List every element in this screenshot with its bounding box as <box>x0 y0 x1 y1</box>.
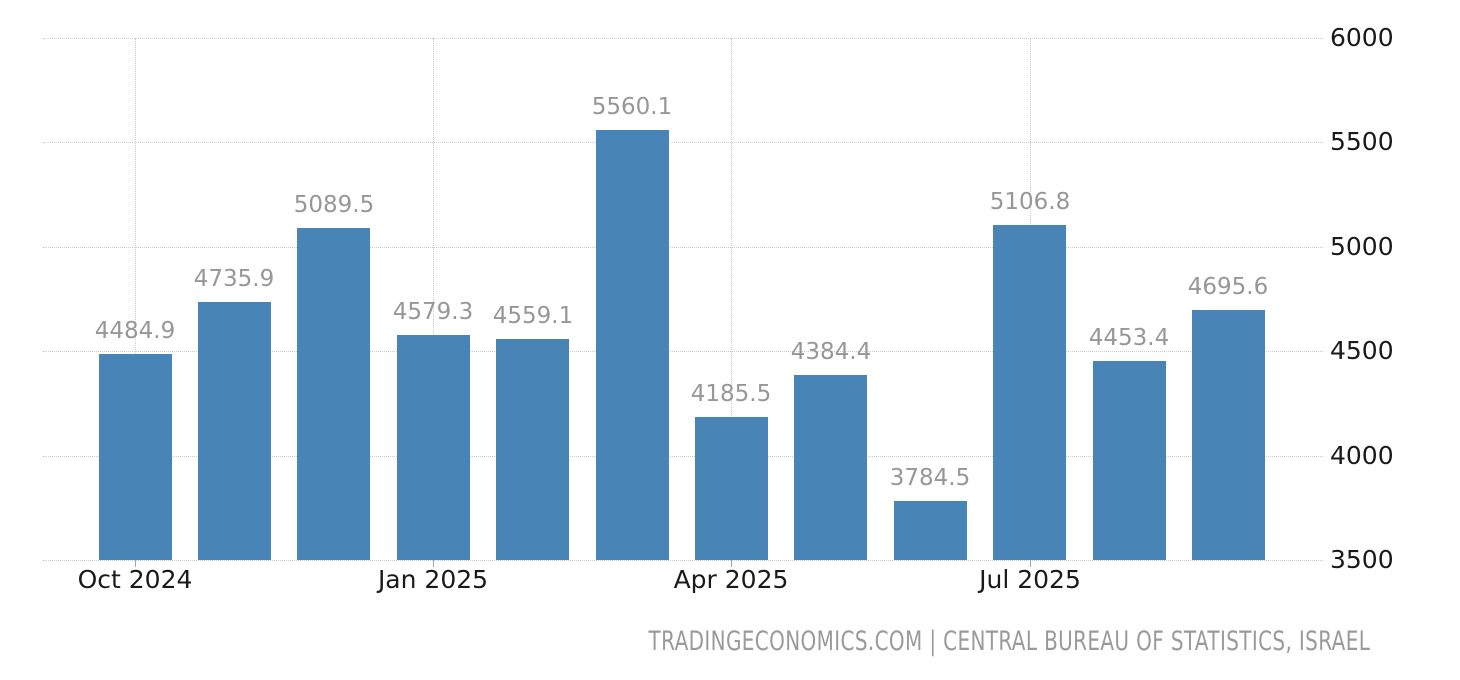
y-axis-label: 4500 <box>1330 336 1394 365</box>
gridline-vertical <box>731 38 732 560</box>
x-axis-label: Oct 2024 <box>77 565 193 594</box>
gridline-horizontal <box>43 456 1323 457</box>
bar-value-label: 5089.5 <box>293 192 375 218</box>
x-tick-mark <box>731 560 732 567</box>
bar[interactable] <box>993 225 1066 560</box>
y-axis-label: 5500 <box>1330 127 1394 156</box>
bar-value-label: 4384.4 <box>790 339 872 365</box>
gridline-horizontal <box>43 247 1323 248</box>
bar-value-label: 3784.5 <box>889 465 971 491</box>
x-tick-mark <box>135 560 136 567</box>
bar[interactable] <box>1093 361 1166 560</box>
y-axis-label: 4000 <box>1330 441 1394 470</box>
source-credit: TRADINGECONOMICS.COM | CENTRAL BUREAU OF… <box>648 626 1370 657</box>
bar[interactable] <box>1192 310 1265 560</box>
gridline-vertical <box>433 38 434 560</box>
bar[interactable] <box>496 339 569 560</box>
y-axis-label: 5000 <box>1330 232 1394 261</box>
x-axis-label: Apr 2025 <box>673 565 789 594</box>
y-axis-label: 3500 <box>1330 545 1394 574</box>
gridline-vertical <box>135 38 136 560</box>
x-axis-label: Jul 2025 <box>979 565 1081 594</box>
bar[interactable] <box>397 335 470 560</box>
gridline-horizontal <box>43 38 1323 39</box>
bar[interactable] <box>297 228 370 560</box>
bar[interactable] <box>99 354 172 560</box>
bar-value-label: 4735.9 <box>193 266 275 292</box>
gridline-horizontal <box>43 351 1323 352</box>
x-tick-mark <box>433 560 434 567</box>
bar[interactable] <box>596 130 669 560</box>
x-axis-label: Jan 2025 <box>377 565 489 594</box>
gridline-horizontal <box>43 142 1323 143</box>
bar-value-label: 4695.6 <box>1187 274 1269 300</box>
bar[interactable] <box>198 302 271 560</box>
bar-value-label: 4559.1 <box>492 303 574 329</box>
gridline-horizontal <box>43 560 1323 561</box>
bar[interactable] <box>894 501 967 560</box>
x-tick-mark <box>1030 560 1031 567</box>
bar-value-label: 4484.9 <box>94 318 176 344</box>
y-axis-label: 6000 <box>1330 23 1394 52</box>
bar[interactable] <box>794 375 867 560</box>
bar-value-label: 4453.4 <box>1088 325 1170 351</box>
bar[interactable] <box>695 417 768 560</box>
bar-value-label: 4185.5 <box>690 381 772 407</box>
bar-value-label: 4579.3 <box>392 299 474 325</box>
bar-value-label: 5560.1 <box>591 94 673 120</box>
bar-value-label: 5106.8 <box>989 189 1071 215</box>
